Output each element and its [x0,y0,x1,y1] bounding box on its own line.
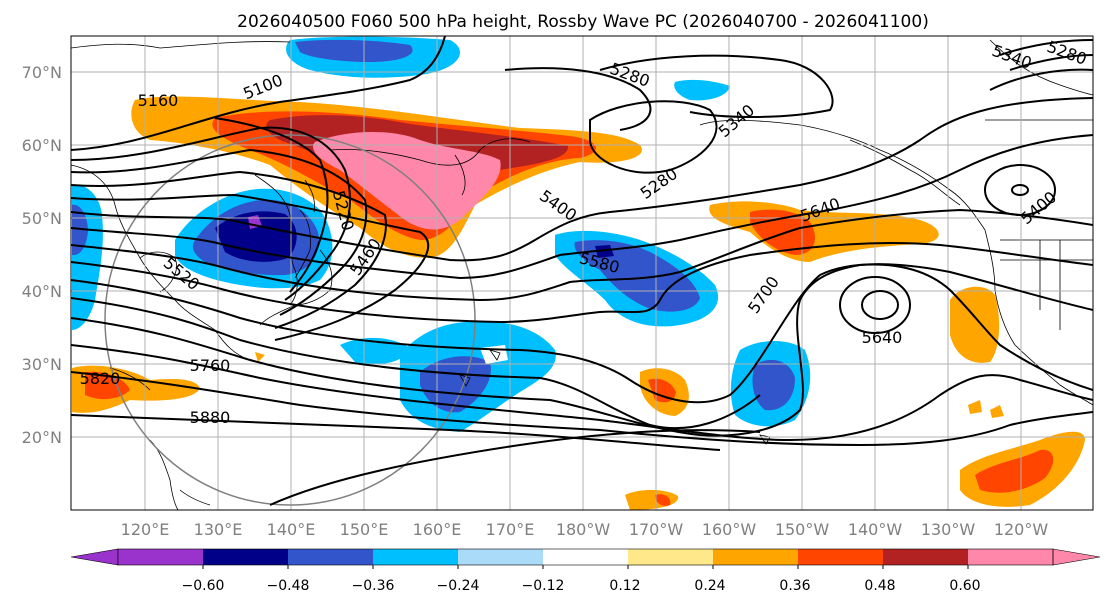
lat-label: 30°N [22,355,62,374]
colorbar-swatch [798,549,883,565]
colorbar-tick-label: −0.24 [437,578,480,594]
colorbar-swatches [70,548,1101,566]
lat-label: 50°N [22,209,62,228]
colorbar-swatch [713,549,798,565]
colorbar-swatch [883,549,968,565]
latitude-labels: 70°N 60°N 50°N 40°N 30°N 20°N [22,63,62,447]
lon-label: 140°E [267,520,316,539]
colorbar-tick-label: 0.12 [609,578,640,594]
colorbar-tick-label: 0.48 [864,578,895,594]
lon-label: 160°W [702,520,757,539]
contour-label: 5880 [190,408,231,427]
colorbar-tick-label: 0.24 [694,578,725,594]
map-frame [70,35,1094,511]
colorbar-ticks [202,565,969,569]
colorbar-swatch [373,549,458,565]
colorbar-swatch [458,549,543,565]
lat-label: 70°N [22,63,62,82]
map-area: 5160 5100 5280 5340 5340 5280 5280 5400 … [71,36,1093,510]
lon-label: 140°W [848,520,903,539]
lat-label: 40°N [22,282,62,301]
lon-label: 170°W [629,520,684,539]
colorbar-tick-label: −0.36 [352,578,395,594]
colorbar-tick-label: 0.36 [779,578,810,594]
lon-label: 130°W [921,520,976,539]
colorbar-tick-label: −0.48 [267,578,310,594]
colorbar-swatch [543,549,628,565]
colorbar-outline [117,548,1054,566]
colorbar-tick-label: 0.60 [949,578,980,594]
contour-label: 5760 [190,356,231,375]
colorbar-extend-low [70,548,119,566]
contour-label: 5640 [862,328,903,347]
map-title: 2026040500 F060 500 hPa height, Rossby W… [237,12,929,32]
height-contours [71,36,1093,506]
lon-label: 130°E [194,520,243,539]
colorbar-tick-labels: −0.60 −0.48 −0.36 −0.24 −0.12 0.12 0.24 … [182,578,981,594]
colorbar-tick-label: −0.60 [182,578,225,594]
lon-label: 180°W [556,520,611,539]
colorbar-swatch [203,549,288,565]
lon-label: 120°E [121,520,170,539]
lon-label: 170°E [486,520,535,539]
colorbar-tick-label: −0.12 [522,578,565,594]
lon-label: 120°W [994,520,1049,539]
contour-label: 5160 [138,91,179,110]
lon-label: 150°W [775,520,830,539]
colorbar-swatch [968,549,1053,565]
lat-label: 20°N [22,428,62,447]
positive-anomaly-shading [72,96,1085,510]
contour-label: 5820 [80,369,121,388]
colorbar-swatch [288,549,373,565]
colorbar: −0.60 −0.48 −0.36 −0.24 −0.12 0.12 0.24 … [70,548,1101,594]
lon-label: 150°E [340,520,389,539]
coastlines [71,39,1093,510]
lon-label: 160°E [413,520,462,539]
region-circle [104,134,476,506]
colorbar-swatch [628,549,713,565]
colorbar-swatch [118,549,203,565]
colorbar-extend-high [1052,548,1101,566]
lat-label: 60°N [22,136,62,155]
longitude-labels: 120°E 130°E 140°E 150°E 160°E 170°E 180°… [121,520,1049,539]
